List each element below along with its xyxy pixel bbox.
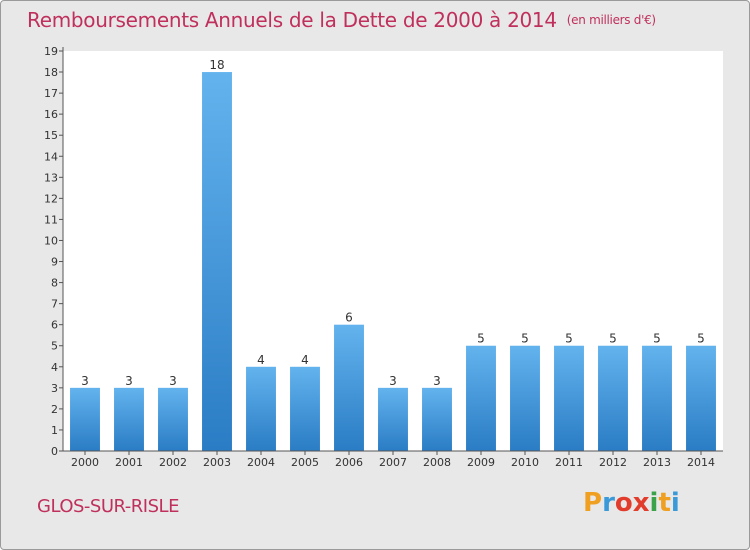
bar <box>334 324 364 451</box>
bar-value-label: 5 <box>653 332 661 346</box>
x-tick-label: 2003 <box>203 456 231 469</box>
bar-value-label: 5 <box>521 332 529 346</box>
chart-title-text: Remboursements Annuels de la Dette de 20… <box>27 8 557 32</box>
bar <box>642 345 672 451</box>
bar <box>422 387 452 451</box>
chart-title: Remboursements Annuels de la Dette de 20… <box>27 8 656 32</box>
y-tick-label: 7 <box>51 298 58 311</box>
y-tick-label: 3 <box>51 382 58 395</box>
y-tick-label: 1 <box>51 424 58 437</box>
logo-letter: i <box>670 488 680 518</box>
x-tick-label: 2010 <box>511 456 539 469</box>
bar <box>686 345 716 451</box>
proxiti-logo: Proxiti <box>583 488 680 518</box>
x-tick-label: 2009 <box>467 456 495 469</box>
x-tick-label: 2002 <box>159 456 187 469</box>
y-tick-label: 4 <box>51 361 58 374</box>
x-tick-label: 2006 <box>335 456 363 469</box>
bar-value-label: 4 <box>257 353 265 367</box>
y-tick-label: 11 <box>44 213 58 226</box>
bar-value-label: 3 <box>389 374 397 388</box>
bar-value-label: 3 <box>169 374 177 388</box>
bar <box>158 387 188 451</box>
x-tick-label: 2000 <box>71 456 99 469</box>
y-tick-label: 0 <box>51 445 58 458</box>
x-tick-label: 2007 <box>379 456 407 469</box>
logo-letter: r <box>602 488 615 518</box>
bar <box>202 72 232 451</box>
x-tick-label: 2011 <box>555 456 583 469</box>
y-tick-label: 14 <box>44 150 58 163</box>
x-tick-label: 2001 <box>115 456 143 469</box>
x-tick-label: 2013 <box>643 456 671 469</box>
bar <box>510 345 540 451</box>
bar-value-label: 5 <box>609 332 617 346</box>
y-tick-label: 18 <box>44 66 58 79</box>
bar <box>378 387 408 451</box>
bar-value-label: 3 <box>125 374 133 388</box>
bar-value-label: 5 <box>477 332 485 346</box>
logo-letter: t <box>658 488 671 518</box>
bar-value-label: 6 <box>345 311 353 325</box>
logo-letter: o <box>614 488 633 518</box>
commune-name: GLOS-SUR-RISLE <box>37 496 179 517</box>
y-tick-label: 10 <box>44 234 58 247</box>
y-tick-label: 19 <box>44 45 58 58</box>
x-tick-label: 2012 <box>599 456 627 469</box>
chart-unit: (en milliers d'€) <box>566 13 656 27</box>
logo-letter: P <box>583 488 603 518</box>
logo-letter: i <box>649 488 659 518</box>
bar-value-label: 18 <box>209 58 224 72</box>
y-tick-label: 12 <box>44 192 58 205</box>
bar <box>246 366 276 451</box>
x-tick-label: 2014 <box>687 456 715 469</box>
y-tick-label: 16 <box>44 108 58 121</box>
y-tick-label: 6 <box>51 319 58 332</box>
bar-value-label: 5 <box>697 332 705 346</box>
y-tick-label: 17 <box>44 87 58 100</box>
x-tick-label: 2005 <box>291 456 319 469</box>
y-tick-label: 13 <box>44 171 58 184</box>
bar-value-label: 4 <box>301 353 309 367</box>
bar <box>466 345 496 451</box>
bar <box>598 345 628 451</box>
bar <box>554 345 584 451</box>
y-tick-label: 8 <box>51 277 58 290</box>
y-tick-label: 9 <box>51 256 58 269</box>
bars-group: 3 3 3 18 4 4 6 3 3 5 5 5 5 5 5 <box>70 58 716 451</box>
logo-letter: x <box>632 488 650 518</box>
y-tick-label: 15 <box>44 129 58 142</box>
bar-value-label: 3 <box>433 374 441 388</box>
y-tick-label: 5 <box>51 340 58 353</box>
bar <box>114 387 144 451</box>
bar-value-label: 3 <box>81 374 89 388</box>
x-axis: 2000 2001 2002 2003 2004 2005 2006 2007 2008 2009… <box>63 450 723 469</box>
bar <box>290 366 320 451</box>
bar-value-label: 5 <box>565 332 573 346</box>
x-tick-label: 2004 <box>247 456 275 469</box>
y-tick-label: 2 <box>51 403 58 416</box>
bar <box>70 387 100 451</box>
x-tick-label: 2008 <box>423 456 451 469</box>
